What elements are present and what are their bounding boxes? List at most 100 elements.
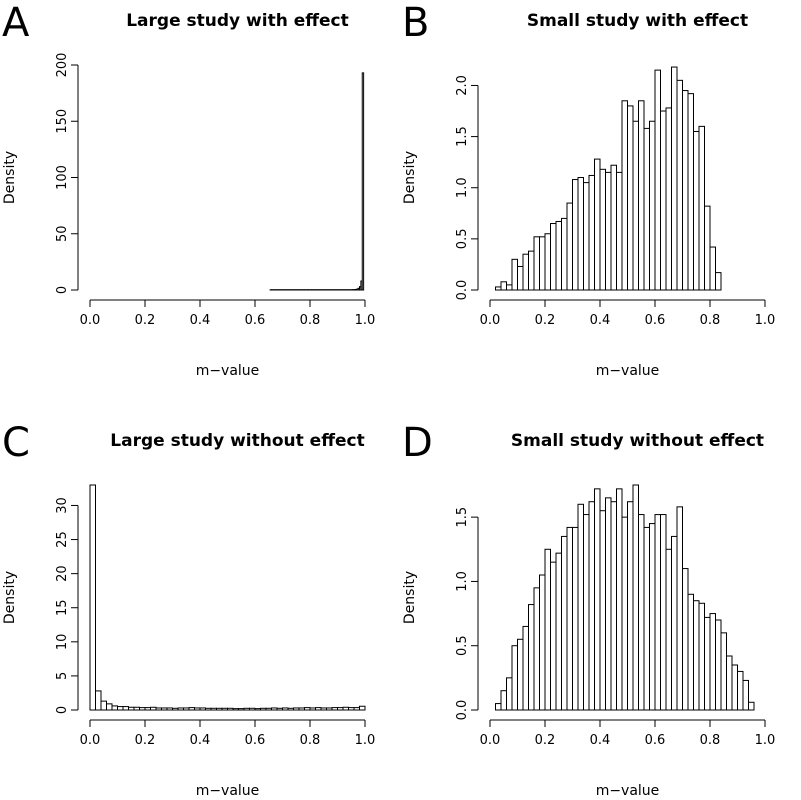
- histogram-bar: [517, 265, 524, 291]
- histogram-bar: [495, 703, 502, 711]
- histogram-bar: [610, 164, 617, 291]
- histogram-bar: [731, 664, 738, 711]
- histogram-bar: [265, 707, 272, 711]
- panel-a: A Large study with effect 0.0 0.2 0.4 0.6 0.8 1…: [2, 0, 375, 379]
- histogram-bar: [511, 645, 518, 711]
- histogram-bar: [665, 107, 672, 291]
- histogram-bar: [155, 707, 162, 711]
- histogram-bar: [616, 171, 623, 291]
- histogram-bar: [500, 690, 507, 711]
- histogram-bar: [326, 707, 333, 711]
- histogram-bar: [293, 707, 300, 711]
- histogram-bar: [177, 707, 184, 711]
- histogram-bar: [627, 501, 634, 711]
- chart-title: Large study without effect: [110, 431, 364, 451]
- histogram-bar: [588, 501, 595, 711]
- histogram-bar: [561, 535, 568, 711]
- histogram-bar: [199, 707, 206, 711]
- histogram-bar: [276, 707, 283, 711]
- histogram-bar: [676, 79, 683, 291]
- histogram-bar: [205, 707, 212, 711]
- y-tick-label: 0.0: [455, 280, 470, 301]
- panel-c: C Large study without effect 0.0 0.2 0.4 0.6 0…: [2, 420, 375, 799]
- x-tick-label: 0.0: [480, 313, 501, 328]
- histogram-bar: [566, 202, 573, 291]
- histogram-bar: [638, 514, 645, 711]
- histogram-bar: [249, 707, 256, 711]
- histogram-bar: [660, 514, 667, 711]
- y-tick-label: 200: [55, 53, 70, 78]
- histogram-bar: [682, 90, 689, 291]
- histogram-bar: [260, 707, 267, 711]
- histogram-bar: [238, 708, 245, 711]
- histogram-bar: [572, 526, 579, 711]
- panel-letter: A: [2, 0, 30, 46]
- x-tick-label: 0.4: [190, 733, 211, 748]
- histogram-bar: [550, 561, 557, 711]
- histogram-bar: [709, 246, 716, 291]
- histogram-bar: [522, 625, 529, 711]
- histogram-bar: [555, 552, 562, 711]
- y-tick-label: 100: [55, 165, 70, 190]
- histogram-bar: [583, 182, 590, 291]
- histogram-bar: [649, 523, 656, 711]
- histogram-bar: [506, 284, 513, 291]
- histogram-bar: [709, 613, 716, 711]
- x-tick-label: 0.0: [480, 733, 501, 748]
- histogram-bar: [298, 707, 305, 711]
- y-tick-label: 1.5: [455, 126, 470, 147]
- x-tick-label: 0.2: [535, 733, 556, 748]
- histogram-bar: [133, 706, 140, 711]
- histogram-bar: [698, 125, 705, 291]
- histogram-bar: [704, 616, 711, 711]
- histogram-bar: [117, 706, 124, 711]
- histogram-bar: [737, 670, 744, 711]
- histogram-bar: [361, 72, 365, 291]
- histogram-bar: [665, 548, 672, 711]
- x-tick-label: 0.4: [590, 313, 611, 328]
- histogram-bar: [227, 707, 234, 711]
- y-tick-label: 0.5: [455, 635, 470, 656]
- x-tick-label: 1.0: [355, 733, 376, 748]
- y-axis-label: Density: [2, 571, 18, 624]
- chart-title: Small study with effect: [527, 11, 748, 31]
- histogram-bar: [687, 93, 694, 291]
- histogram-bar: [720, 632, 727, 711]
- y-tick-label: 30: [55, 497, 70, 514]
- histogram-bar: [139, 707, 146, 711]
- histogram-bar: [111, 705, 118, 711]
- x-tick-label: 0.8: [700, 733, 721, 748]
- histogram-bar: [243, 707, 250, 711]
- histogram-bar: [353, 707, 360, 711]
- histogram-bar: [616, 488, 623, 711]
- y-tick-label: 1.0: [455, 571, 470, 592]
- x-tick-label: 0.8: [300, 313, 321, 328]
- x-axis-label: m−value: [196, 783, 260, 799]
- histogram-bar: [511, 258, 518, 291]
- histogram-bar: [528, 250, 535, 291]
- y-axis-label: Density: [402, 571, 418, 624]
- x-tick-label: 0.2: [135, 313, 156, 328]
- histogram-bar: [649, 120, 656, 291]
- y-tick-label: 0: [55, 706, 70, 714]
- histogram-bar: [254, 708, 261, 711]
- histogram-bar: [660, 110, 667, 291]
- histogram-bar: [150, 706, 157, 711]
- y-tick-label: 25: [55, 531, 70, 548]
- histogram-bar: [183, 707, 190, 711]
- histogram-bar: [359, 705, 366, 711]
- panel-d: D Small study without effect 0.0 0.2 0.4 0.6 0…: [402, 420, 775, 799]
- histogram-bar: [210, 707, 217, 711]
- histogram-bar: [506, 677, 513, 711]
- histogram-bar: [309, 707, 316, 711]
- x-axis-label: m−value: [596, 783, 660, 799]
- panel-letter: C: [2, 420, 30, 466]
- histogram-bar: [599, 168, 606, 291]
- histogram-bar: [188, 707, 195, 711]
- histogram-bar: [632, 484, 639, 711]
- x-axis-label: m−value: [596, 363, 660, 379]
- y-tick-label: 10: [55, 634, 70, 651]
- histogram-bar: [599, 510, 606, 711]
- histogram-bar: [638, 100, 645, 291]
